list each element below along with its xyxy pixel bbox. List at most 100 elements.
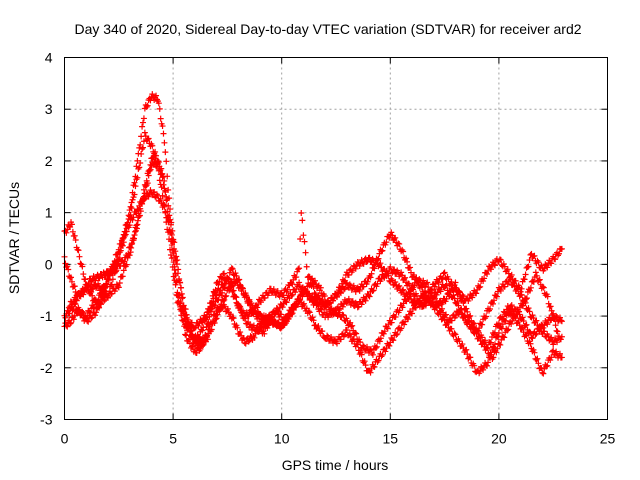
- data-point: [508, 320, 515, 327]
- data-point: [206, 313, 213, 320]
- data-point: [179, 295, 186, 302]
- data-point: [92, 277, 99, 284]
- data-point: [513, 311, 520, 318]
- data-point: [361, 358, 368, 365]
- data-point: [523, 321, 530, 328]
- data-point: [238, 307, 245, 314]
- data-point: [311, 289, 318, 296]
- data-point: [122, 231, 129, 238]
- data-point: [317, 284, 324, 291]
- data-point: [89, 286, 96, 293]
- data-point: [305, 308, 312, 315]
- data-point: [493, 349, 500, 356]
- data-point: [131, 235, 138, 242]
- data-point: [237, 329, 244, 336]
- x-tick-label: 10: [274, 431, 290, 447]
- data-point: [527, 340, 534, 347]
- data-point: [404, 314, 411, 321]
- data-point: [303, 288, 310, 295]
- data-point: [484, 270, 491, 277]
- data-point: [353, 330, 360, 337]
- data-point: [317, 297, 324, 304]
- data-point: [369, 288, 376, 295]
- data-point: [440, 270, 447, 277]
- data-point: [153, 92, 160, 99]
- data-point: [145, 172, 152, 179]
- data-point: [333, 292, 340, 299]
- data-point: [340, 278, 347, 285]
- data-point: [156, 105, 163, 112]
- data-point: [138, 200, 145, 207]
- data-point: [393, 331, 400, 338]
- data-point: [352, 329, 359, 336]
- data-point: [457, 306, 464, 313]
- data-point: [124, 253, 131, 260]
- data-point: [239, 285, 246, 292]
- data-point: [533, 317, 540, 324]
- data-point: [289, 291, 296, 298]
- x-tick-label: 20: [491, 431, 507, 447]
- data-point: [367, 345, 374, 352]
- data-point: [152, 155, 159, 162]
- data-point: [223, 292, 230, 299]
- data-point: [467, 312, 474, 319]
- data-point: [356, 287, 363, 294]
- data-point: [140, 186, 147, 193]
- data-point: [403, 255, 410, 262]
- data-point: [541, 265, 548, 272]
- data-point: [217, 286, 224, 293]
- data-point: [306, 290, 313, 297]
- data-point: [171, 239, 178, 246]
- data-point: [497, 256, 504, 263]
- data-point: [409, 310, 416, 317]
- data-point: [529, 335, 536, 342]
- data-point: [472, 328, 479, 335]
- data-point: [202, 315, 209, 322]
- data-point: [68, 221, 75, 228]
- data-point: [491, 329, 498, 336]
- data-point: [155, 158, 162, 165]
- data-point: [334, 289, 341, 296]
- y-axis-label: SDTVAR / TECUs: [6, 182, 22, 294]
- data-point: [404, 258, 411, 265]
- data-point: [182, 311, 189, 318]
- data-point: [79, 263, 86, 270]
- data-point: [531, 252, 538, 259]
- data-point: [187, 327, 194, 334]
- data-point: [424, 294, 431, 301]
- data-point: [159, 123, 166, 130]
- data-point: [502, 310, 509, 317]
- data-point: [293, 274, 300, 281]
- data-point: [372, 344, 379, 351]
- data-point: [220, 298, 227, 305]
- data-point: [496, 256, 503, 263]
- data-point: [129, 196, 136, 203]
- data-point: [286, 313, 293, 320]
- data-point: [310, 295, 317, 302]
- data-point: [295, 298, 302, 305]
- data-point: [160, 173, 167, 180]
- data-point: [420, 303, 427, 310]
- data-point: [490, 261, 497, 268]
- data-point: [211, 319, 218, 326]
- data-point: [525, 263, 532, 270]
- data-point: [459, 291, 466, 298]
- data-point: [367, 369, 374, 376]
- x-tick-label: 0: [61, 431, 69, 447]
- data-point: [487, 305, 494, 312]
- data-point: [161, 177, 168, 184]
- data-point: [123, 261, 130, 268]
- data-point: [465, 318, 472, 325]
- data-point: [103, 281, 110, 288]
- data-point: [391, 235, 398, 242]
- series-track-peak: [61, 91, 565, 377]
- data-point: [333, 340, 340, 347]
- data-point: [185, 323, 192, 330]
- data-point: [437, 288, 444, 295]
- data-point: [448, 317, 455, 324]
- data-point: [300, 300, 307, 307]
- data-point: [169, 264, 176, 270]
- data-point: [96, 304, 103, 311]
- data-point: [196, 345, 203, 352]
- data-point: [348, 298, 355, 305]
